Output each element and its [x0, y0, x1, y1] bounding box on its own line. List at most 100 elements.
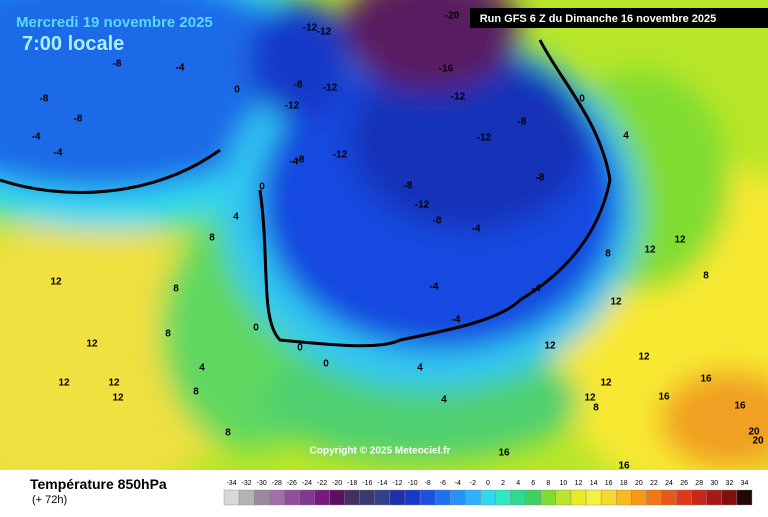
isotherm-label: -4	[176, 63, 185, 74]
legend-swatch	[661, 489, 677, 506]
isotherm-label: 12	[544, 341, 556, 352]
local-time: 7:00 locale	[22, 33, 124, 55]
legend-swatch	[525, 489, 542, 506]
legend-label: 12	[575, 480, 583, 487]
legend-label: 26	[680, 480, 688, 487]
legend-label: 6	[531, 480, 535, 487]
isotherm-label: 12	[86, 339, 98, 350]
isotherm-label: -4	[472, 224, 481, 235]
legend-swatch	[600, 489, 617, 506]
legend-swatch	[570, 489, 587, 506]
legend-swatch	[435, 489, 451, 506]
isotherm-label: -4	[532, 284, 541, 295]
legend-swatch	[540, 489, 557, 506]
isotherm-label: -12	[285, 101, 300, 112]
isotherm-label: 16	[658, 392, 670, 403]
legend-swatch	[329, 489, 345, 506]
legend-swatch	[585, 489, 602, 506]
legend-swatch	[721, 489, 738, 506]
legend-swatch	[616, 489, 632, 506]
legend-label: -2	[470, 480, 476, 487]
isotherm-label: 16	[498, 448, 510, 459]
legend-label: -6	[440, 480, 446, 487]
isotherm-label: 12	[610, 297, 622, 308]
legend-swatch	[676, 489, 692, 506]
isotherm-label: -8	[518, 117, 527, 128]
legend-label: -26	[287, 480, 297, 487]
legend-swatch	[480, 489, 496, 506]
isotherm-label: -8	[404, 181, 413, 192]
isotherm-label: 8	[225, 428, 231, 439]
isotherm-label: -8	[40, 94, 49, 105]
isotherm-label: 8	[605, 249, 611, 260]
isotherm-label: 0	[259, 182, 265, 193]
legend-label: -34	[226, 480, 236, 487]
legend-swatch	[706, 489, 723, 506]
isotherm-label: -12	[451, 92, 466, 103]
run-label: Run GFS 6 Z du Dimanche 16 novembre 2025	[480, 13, 717, 25]
isotherm-label: 4	[623, 131, 629, 142]
isotherm-label: 12	[600, 378, 612, 389]
legend-label: 28	[695, 480, 703, 487]
copyright: Copyright © 2025 Meteociel.fr	[310, 446, 451, 457]
isotherm-label: -4	[32, 132, 41, 143]
legend-swatch	[238, 489, 255, 506]
legend-label: 34	[741, 480, 749, 487]
legend-label: -32	[242, 480, 252, 487]
isotherm-label: -12	[415, 200, 430, 211]
legend-swatch	[374, 489, 391, 506]
isotherm-label: 8	[165, 329, 171, 340]
legend-label: -4	[455, 480, 461, 487]
parameter: Température 850hPa	[30, 476, 167, 492]
legend-swatch	[510, 489, 526, 506]
legend-swatch	[465, 489, 481, 506]
legend-label: -28	[272, 480, 282, 487]
lead-time: (+ 72h)	[32, 494, 67, 506]
legend-label: -22	[317, 480, 327, 487]
legend-swatch	[269, 489, 285, 506]
isotherm-label: -12	[477, 133, 492, 144]
legend-label: 16	[605, 480, 613, 487]
legend-label: -20	[332, 480, 342, 487]
isotherm-label: -8	[536, 173, 545, 184]
isotherm-label: 12	[674, 235, 686, 246]
isotherm-label: 8	[593, 403, 599, 414]
legend-swatch	[555, 489, 572, 506]
legend-label: 8	[546, 480, 550, 487]
legend-label: -14	[377, 480, 387, 487]
legend-swatch	[631, 489, 647, 506]
isotherm-label: 0	[579, 94, 585, 105]
isotherm-label: 12	[584, 393, 596, 404]
isotherm-label: 4	[441, 395, 447, 406]
isotherm-label: -4	[452, 315, 461, 326]
isotherm-label: -8	[113, 59, 122, 70]
legend-label: 2	[501, 480, 505, 487]
legend-label: -10	[408, 480, 418, 487]
isotherm-label: 16	[700, 374, 712, 385]
legend-swatch	[344, 489, 360, 506]
legend-label: 18	[620, 480, 628, 487]
isotherm-label: -8	[296, 155, 305, 166]
legend-swatch	[314, 489, 330, 506]
isotherm-label: 20	[752, 436, 764, 447]
isotherm-label: 16	[734, 401, 746, 412]
isotherm-label: -4	[290, 157, 299, 168]
isotherm-label: -16	[439, 64, 454, 75]
legend-label: -30	[257, 480, 267, 487]
legend-label: -8	[425, 480, 431, 487]
isotherm-label: -12	[303, 23, 318, 34]
isotherm-label: -12	[317, 27, 332, 38]
isotherm-label: 12	[638, 352, 650, 363]
legend-label: 32	[725, 480, 733, 487]
isotherm-label: 8	[173, 284, 179, 295]
isotherm-label: -8	[74, 114, 83, 125]
isotherm-label: 4	[233, 212, 239, 223]
isotherm-label: 12	[50, 277, 62, 288]
legend-swatch	[495, 489, 511, 506]
isotherm-label: -4	[430, 282, 439, 293]
isotherm-label: -20	[445, 11, 460, 22]
isotherm-label: -12	[323, 83, 338, 94]
date: Mercredi 19 novembre 2025	[16, 14, 213, 31]
